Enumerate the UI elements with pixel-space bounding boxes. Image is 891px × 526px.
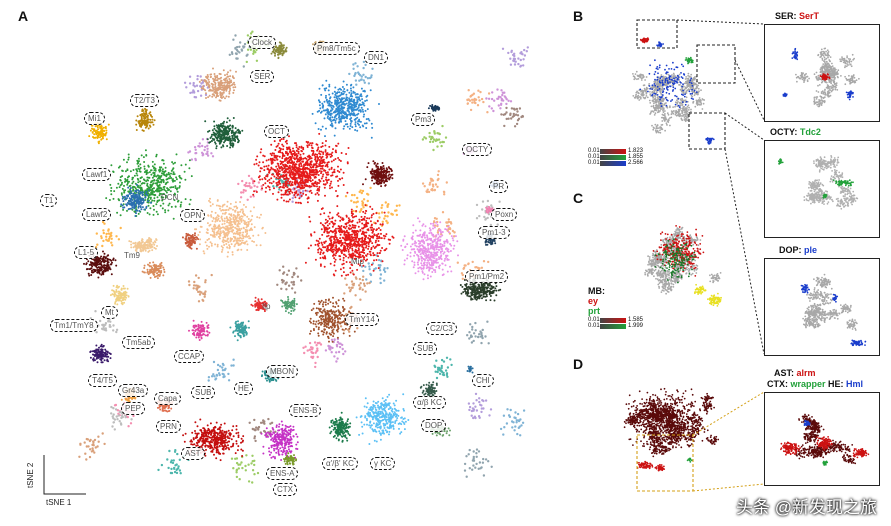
- cluster-label-aprime-kc: α'/β' KC: [322, 457, 358, 470]
- legend-bar: [600, 318, 626, 323]
- cluster-label-tm5ab: Tm5ab: [122, 336, 155, 349]
- legend-bar: [600, 149, 626, 154]
- cluster-label-pm3: Pm3: [411, 113, 436, 126]
- cluster-label-t4t5: T4/T5: [88, 374, 117, 387]
- cluster-label-dop: DOP: [421, 419, 447, 432]
- cluster-label-dn1: DN1: [364, 51, 389, 64]
- cluster-label-prn: PRN: [156, 420, 181, 433]
- cluster-label-pr: PR: [489, 180, 509, 193]
- legend-min: 0.01: [588, 160, 600, 166]
- cluster-label-clock: Clock: [248, 36, 277, 49]
- cluster-label-capa: Capa: [154, 392, 182, 405]
- cluster-label-mip: Mip: [351, 257, 364, 266]
- cluster-label-octy: OCTY: [462, 143, 493, 156]
- cluster-label-pm1pm2: Pm1/Pm2: [465, 270, 509, 283]
- inset-d-box: [764, 392, 880, 486]
- cluster-label-dcn: DCN: [161, 193, 179, 202]
- cluster-label-ast: AST: [181, 447, 205, 460]
- legend-max: 1.855: [628, 154, 644, 160]
- cluster-label-c2c3: C2/C3: [426, 322, 457, 335]
- cluster-label-ab-kc: α/β KC: [413, 396, 446, 409]
- cluster-label-oct: OCT: [264, 125, 289, 138]
- cluster-label-tmy14: TmY14: [345, 313, 379, 326]
- cluster-label-gr: Gr43a: [118, 384, 149, 397]
- inset-d-title-2: CTX: wrapper HE: Hml: [767, 379, 864, 389]
- cluster-label-ens-b: ENS-B: [289, 404, 322, 417]
- legend-bar: [600, 324, 626, 329]
- cluster-label-poxn: Poxn: [491, 208, 518, 221]
- cluster-label-l1-5: L1-5: [74, 246, 99, 259]
- cluster-label-g-kc: γ KC: [370, 457, 396, 470]
- inset-ser-title: SER: SerT: [775, 11, 820, 21]
- panel-label-d: D: [573, 356, 584, 372]
- cluster-label-ctx: CTX: [273, 483, 297, 496]
- cluster-label-lawf1: Lawf1: [82, 168, 112, 181]
- legend-bar: [600, 161, 626, 166]
- legend-min: 0.01: [588, 154, 600, 160]
- cluster-label-pep: PEP: [121, 402, 146, 415]
- cluster-label-t2t3: T2/T3: [130, 94, 159, 107]
- cluster-label-ccap: CCAP: [174, 350, 205, 363]
- cluster-label-chi: CHI: [472, 374, 494, 387]
- cluster-label-ilp: Ilp: [262, 302, 271, 311]
- cluster-label-mbon: MBON: [266, 365, 298, 378]
- cluster-label-opn: OPN: [180, 209, 206, 222]
- legend-min: 0.01: [588, 317, 600, 323]
- inset-dop-title: DOP: ple: [779, 245, 818, 255]
- inset-dop-box: [764, 258, 880, 356]
- cluster-label-lawf2: Lawf2: [82, 208, 112, 221]
- cluster-label-pm1-3: Pm1-3: [478, 226, 510, 239]
- legend-c-gene-prt: prt: [588, 306, 600, 316]
- cluster-label-pm8: Pm8/Tm5c: [313, 42, 360, 55]
- inset-ser-box: [764, 24, 880, 122]
- panel-label-a: A: [18, 8, 29, 24]
- legend-max: 1.823: [628, 148, 644, 154]
- legend-max: 1.585: [628, 317, 644, 323]
- cluster-label-mi1: Mi1: [84, 112, 105, 125]
- axis-label-y: tSNE 2: [26, 462, 35, 488]
- cluster-label-sub2: SUB: [191, 386, 216, 399]
- panel-label-c: C: [573, 190, 584, 206]
- legend-min: 0.01: [588, 148, 600, 154]
- legend-c-genes: MB: ey prt: [588, 286, 605, 316]
- legend-bar: [600, 155, 626, 160]
- inset-d-title-1: AST: alrm: [774, 368, 816, 378]
- axis-label-x: tSNE 1: [46, 498, 72, 507]
- legend-max: 1.999: [628, 323, 644, 329]
- inset-octy-title: OCTY: Tdc2: [770, 127, 821, 137]
- panel-label-b: B: [573, 8, 584, 24]
- legend-max: 2.566: [628, 160, 644, 166]
- cluster-label-t1: T1: [40, 194, 58, 207]
- cluster-label-tm1tm8: Tm1/TmY8: [50, 319, 98, 332]
- legend-min: 0.01: [588, 323, 600, 329]
- cluster-label-mt: Mt: [101, 306, 118, 319]
- cluster-label-ens-a: ENS-A: [266, 467, 299, 480]
- inset-octy-box: [764, 140, 880, 238]
- legend-b: 0.01 1.823 0.01 1.855 0.01 2.566: [588, 148, 648, 171]
- cluster-label-ser: SER: [250, 70, 275, 83]
- legend-c-gene-ey: ey: [588, 296, 599, 306]
- cluster-label-sub1: SUB: [413, 342, 438, 355]
- legend-c: 0.01 1.585 0.01 1.999: [588, 317, 648, 332]
- watermark-text: 头条 @新发现之旅: [736, 498, 877, 517]
- cluster-label-he: HE: [234, 382, 254, 395]
- cluster-label-tm9: Tm9: [124, 251, 140, 260]
- legend-c-title: MB:: [588, 286, 605, 296]
